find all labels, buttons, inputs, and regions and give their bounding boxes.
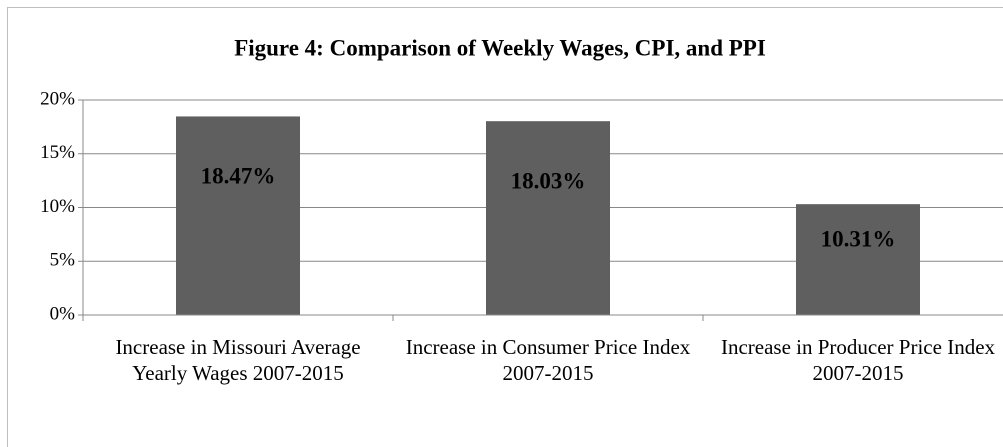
data-label: 18.47%: [201, 164, 276, 189]
y-tick-label: 5%: [50, 250, 76, 271]
y-tick-label: 20%: [40, 88, 75, 109]
chart-title: Figure 4: Comparison of Weekly Wages, CP…: [234, 35, 766, 60]
bar: [486, 121, 610, 316]
x-tick-label: Increase in Missouri Average Yearly Wage…: [115, 335, 361, 385]
y-tick-label: 15%: [40, 142, 75, 163]
y-tick-label: 0%: [50, 303, 76, 324]
y-tick-label: 10%: [40, 196, 75, 217]
data-label: 10.31%: [821, 226, 896, 251]
data-label: 18.03%: [511, 168, 586, 193]
bar: [796, 204, 920, 315]
x-tick-label: Increase in Producer Price Index 2007-20…: [720, 335, 996, 385]
chart-frame: [7, 7, 1003, 447]
bar: [176, 116, 300, 315]
x-tick-label: Increase in Consumer Price Index 2007-20…: [405, 335, 691, 385]
